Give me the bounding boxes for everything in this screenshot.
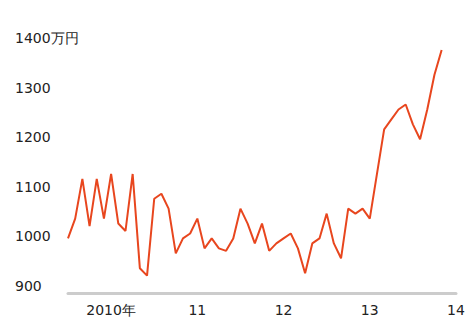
- svg-text:14: 14: [447, 302, 465, 318]
- svg-text:900: 900: [15, 278, 42, 294]
- svg-text:1300: 1300: [15, 80, 51, 96]
- svg-text:13: 13: [361, 302, 379, 318]
- svg-text:11: 11: [188, 302, 206, 318]
- svg-text:1200: 1200: [15, 129, 51, 145]
- svg-text:1100: 1100: [15, 179, 51, 195]
- svg-text:1400万円: 1400万円: [15, 30, 79, 46]
- svg-text:2010年: 2010年: [86, 302, 136, 318]
- svg-text:1000: 1000: [15, 228, 51, 244]
- svg-text:12: 12: [275, 302, 293, 318]
